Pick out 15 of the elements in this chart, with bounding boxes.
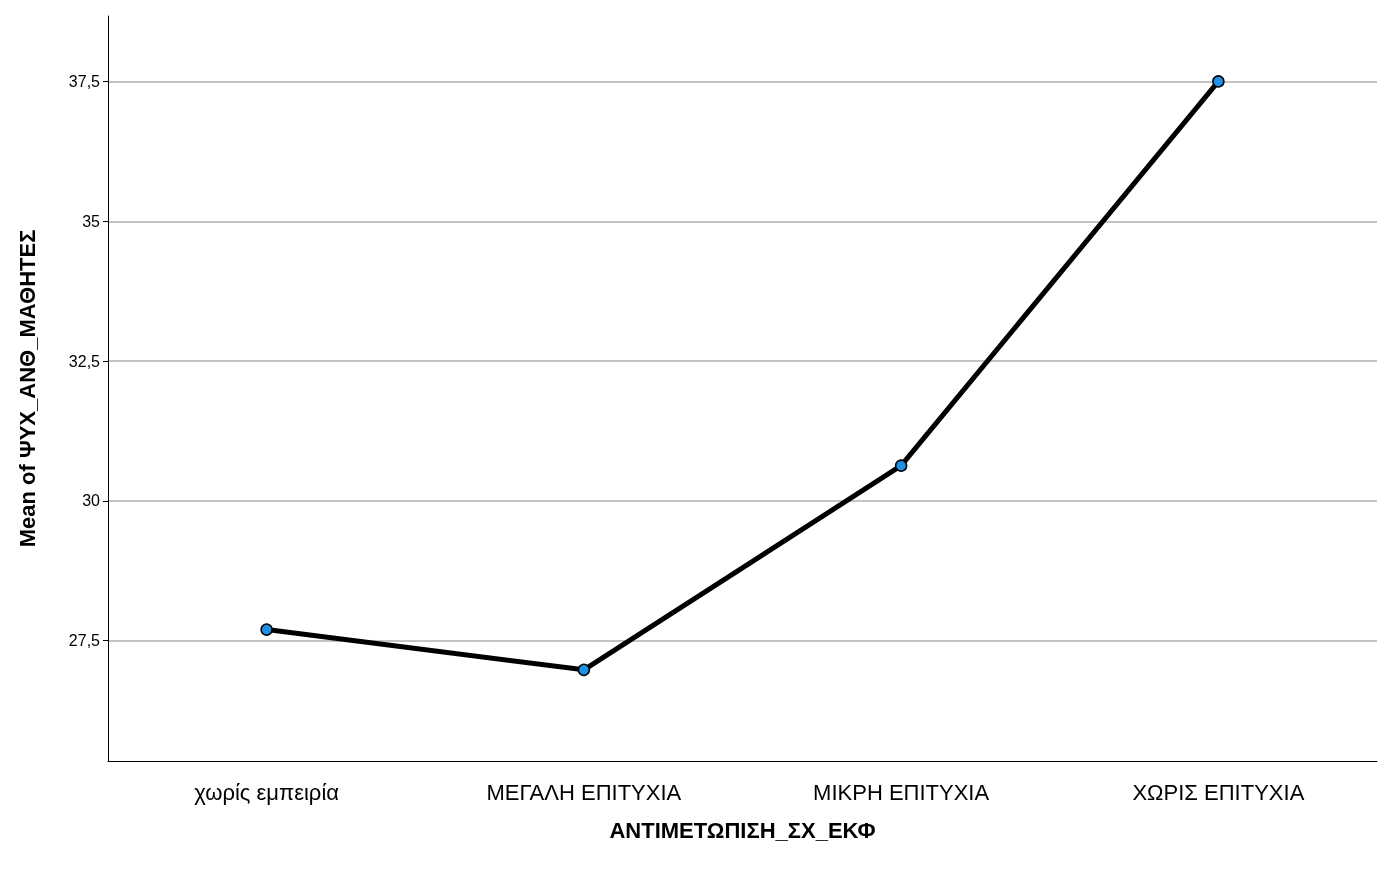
y-tick-label: 37,5 bbox=[68, 72, 101, 90]
x-tick-label: ΧΩΡΙΣ ΕΠΙΤΥΧΙΑ bbox=[1132, 779, 1305, 805]
y-axis-title: Mean of ΨΥΧ_ΑΝΘ_ΜΑΘΗΤΕΣ bbox=[14, 229, 40, 548]
x-tick-label: χωρίς εμπειρία bbox=[194, 779, 340, 805]
y-tick-label: 35 bbox=[82, 212, 101, 230]
point bbox=[577, 663, 591, 677]
y-tick-label: 30 bbox=[82, 492, 101, 510]
y-tick-label: 27,5 bbox=[68, 632, 101, 650]
x-axis-title: ΑΝΤΙΜΕΤΩΠΙΣΗ_ΣΧ_ΕΚΦ bbox=[609, 817, 876, 843]
point bbox=[1212, 75, 1225, 88]
x-tick-label: ΜΕΓΑΛΗ ΕΠΙΤΥΧΙΑ bbox=[486, 779, 682, 805]
point bbox=[894, 459, 908, 472]
point bbox=[260, 623, 273, 636]
y-tick-label: 32,5 bbox=[68, 352, 101, 370]
x-tick-label: ΜΙΚΡΗ ΕΠΙΤΥΧΙΑ bbox=[813, 779, 990, 805]
